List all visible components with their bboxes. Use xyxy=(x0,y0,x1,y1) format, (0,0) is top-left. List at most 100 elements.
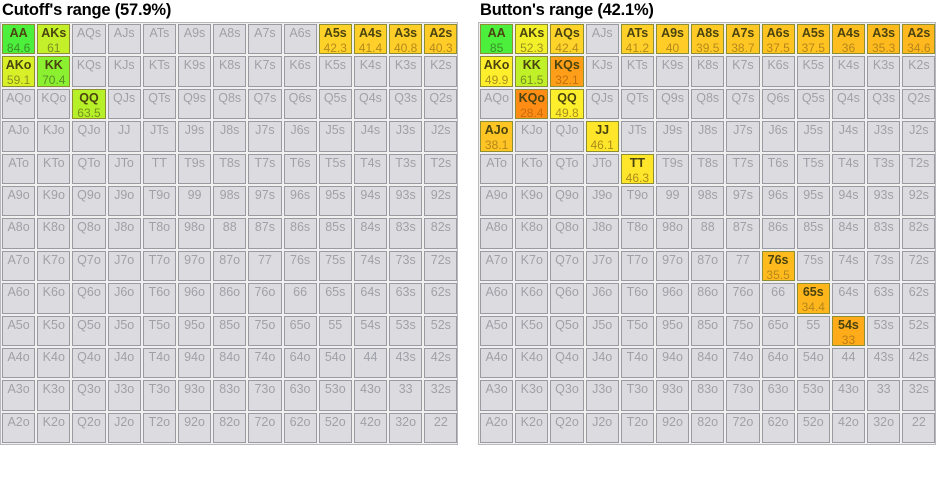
hand-cell-T5o[interactable]: T5o xyxy=(142,315,176,346)
hand-cell-76o[interactable]: 76o xyxy=(248,283,282,314)
hand-cell-Q5s[interactable]: Q5s xyxy=(796,88,830,120)
hand-cell-64o[interactable]: 64o xyxy=(761,347,795,379)
hand-cell-J8o[interactable]: J8o xyxy=(107,218,141,249)
hand-cell-Q6s[interactable]: Q6s xyxy=(761,88,795,120)
hand-cell-JTo[interactable]: JTo xyxy=(585,153,619,184)
hand-cell-KJs[interactable]: KJs xyxy=(585,56,619,87)
hand-cell-65o[interactable]: 65o xyxy=(283,315,317,346)
hand-cell-J2o[interactable]: J2o xyxy=(107,412,141,444)
hand-cell-Q8s[interactable]: Q8s xyxy=(691,88,725,120)
hand-cell-T9s[interactable]: T9s xyxy=(655,153,690,184)
hand-cell-62o[interactable]: 62o xyxy=(761,412,795,444)
hand-cell-42o[interactable]: 42o xyxy=(353,412,388,444)
hand-cell-J4o[interactable]: J4o xyxy=(585,347,619,379)
hand-cell-K8s[interactable]: K8s xyxy=(213,56,247,87)
hand-cell-K5s[interactable]: K5s xyxy=(318,56,352,87)
hand-cell-A5o[interactable]: A5o xyxy=(480,315,514,346)
hand-cell-Q9o[interactable]: Q9o xyxy=(72,185,106,217)
hand-cell-54o[interactable]: 54o xyxy=(318,347,352,379)
hand-cell-K8o[interactable]: K8o xyxy=(515,218,549,249)
hand-cell-96s[interactable]: 96s xyxy=(761,185,795,217)
hand-cell-95s[interactable]: 95s xyxy=(318,185,352,217)
hand-cell-J3s[interactable]: J3s xyxy=(389,121,423,152)
hand-cell-Q3s[interactable]: Q3s xyxy=(867,88,901,120)
hand-cell-Q7o[interactable]: Q7o xyxy=(550,250,584,282)
hand-cell-A4s[interactable]: A4s 36 xyxy=(831,24,866,55)
hand-cell-44[interactable]: 44 xyxy=(831,347,866,379)
hand-cell-Q5o[interactable]: Q5o xyxy=(72,315,106,346)
hand-cell-Q4o[interactable]: Q4o xyxy=(72,347,106,379)
hand-cell-97s[interactable]: 97s xyxy=(726,185,760,217)
hand-cell-K4s[interactable]: K4s xyxy=(831,56,866,87)
hand-cell-Q9s[interactable]: Q9s xyxy=(655,88,690,120)
hand-cell-A8s[interactable]: A8s 39.5 xyxy=(691,24,725,55)
hand-cell-K4o[interactable]: K4o xyxy=(37,347,71,379)
hand-cell-55[interactable]: 55 xyxy=(318,315,352,346)
hand-cell-75o[interactable]: 75o xyxy=(248,315,282,346)
hand-cell-K7s[interactable]: K7s xyxy=(248,56,282,87)
hand-cell-33[interactable]: 33 xyxy=(389,380,423,411)
hand-cell-J8s[interactable]: J8s xyxy=(691,121,725,152)
hand-cell-52o[interactable]: 52o xyxy=(796,412,830,444)
hand-cell-Q8o[interactable]: Q8o xyxy=(72,218,106,249)
hand-cell-Q6o[interactable]: Q6o xyxy=(72,283,106,314)
hand-cell-85s[interactable]: 85s xyxy=(318,218,352,249)
hand-cell-K8s[interactable]: K8s xyxy=(691,56,725,87)
hand-cell-K9o[interactable]: K9o xyxy=(37,185,71,217)
hand-cell-83o[interactable]: 83o xyxy=(691,380,725,411)
hand-cell-Q6o[interactable]: Q6o xyxy=(550,283,584,314)
hand-cell-K9s[interactable]: K9s xyxy=(177,56,212,87)
hand-cell-88[interactable]: 88 xyxy=(691,218,725,249)
hand-cell-QTs[interactable]: QTs xyxy=(620,88,654,120)
hand-cell-J9s[interactable]: J9s xyxy=(655,121,690,152)
hand-cell-33[interactable]: 33 xyxy=(867,380,901,411)
hand-cell-J9o[interactable]: J9o xyxy=(107,185,141,217)
hand-cell-75o[interactable]: 75o xyxy=(726,315,760,346)
hand-cell-A6o[interactable]: A6o xyxy=(480,283,514,314)
hand-cell-76s[interactable]: 76s xyxy=(283,250,317,282)
hand-cell-J7s[interactable]: J7s xyxy=(248,121,282,152)
hand-cell-KJs[interactable]: KJs xyxy=(107,56,141,87)
hand-cell-Q2s[interactable]: Q2s xyxy=(424,88,458,120)
hand-cell-T3s[interactable]: T3s xyxy=(389,153,423,184)
hand-cell-A8o[interactable]: A8o xyxy=(2,218,36,249)
hand-cell-QTs[interactable]: QTs xyxy=(142,88,176,120)
hand-cell-83o[interactable]: 83o xyxy=(213,380,247,411)
hand-cell-87o[interactable]: 87o xyxy=(213,250,247,282)
hand-cell-K3o[interactable]: K3o xyxy=(515,380,549,411)
hand-cell-73o[interactable]: 73o xyxy=(726,380,760,411)
hand-cell-T6o[interactable]: T6o xyxy=(620,283,654,314)
hand-cell-K9o[interactable]: K9o xyxy=(515,185,549,217)
hand-cell-ATs[interactable]: ATs xyxy=(142,24,176,55)
hand-cell-92o[interactable]: 92o xyxy=(655,412,690,444)
hand-cell-75s[interactable]: 75s xyxy=(318,250,352,282)
hand-cell-T7o[interactable]: T7o xyxy=(142,250,176,282)
hand-cell-94s[interactable]: 94s xyxy=(353,185,388,217)
hand-cell-53s[interactable]: 53s xyxy=(389,315,423,346)
hand-cell-K3s[interactable]: K3s xyxy=(867,56,901,87)
hand-cell-Q6s[interactable]: Q6s xyxy=(283,88,317,120)
hand-cell-T6s[interactable]: T6s xyxy=(761,153,795,184)
hand-cell-A5o[interactable]: A5o xyxy=(2,315,36,346)
hand-cell-Q9s[interactable]: Q9s xyxy=(177,88,212,120)
hand-cell-J7o[interactable]: J7o xyxy=(107,250,141,282)
hand-cell-Q2o[interactable]: Q2o xyxy=(550,412,584,444)
hand-cell-J6s[interactable]: J6s xyxy=(761,121,795,152)
hand-cell-72s[interactable]: 72s xyxy=(902,250,936,282)
hand-cell-93s[interactable]: 93s xyxy=(389,185,423,217)
hand-cell-KJo[interactable]: KJo xyxy=(37,121,71,152)
hand-cell-64s[interactable]: 64s xyxy=(831,283,866,314)
hand-cell-QQ[interactable]: QQ 49.8 xyxy=(550,88,584,120)
hand-cell-A3o[interactable]: A3o xyxy=(2,380,36,411)
hand-cell-J2s[interactable]: J2s xyxy=(424,121,458,152)
hand-cell-A8s[interactable]: A8s xyxy=(213,24,247,55)
hand-cell-K2o[interactable]: K2o xyxy=(515,412,549,444)
hand-cell-ATo[interactable]: ATo xyxy=(2,153,36,184)
hand-cell-A4s[interactable]: A4s 41.4 xyxy=(353,24,388,55)
hand-cell-A2o[interactable]: A2o xyxy=(480,412,514,444)
hand-cell-65s[interactable]: 65s xyxy=(318,283,352,314)
hand-cell-T8o[interactable]: T8o xyxy=(620,218,654,249)
hand-cell-J5s[interactable]: J5s xyxy=(796,121,830,152)
hand-cell-QJs[interactable]: QJs xyxy=(107,88,141,120)
hand-cell-J2o[interactable]: J2o xyxy=(585,412,619,444)
